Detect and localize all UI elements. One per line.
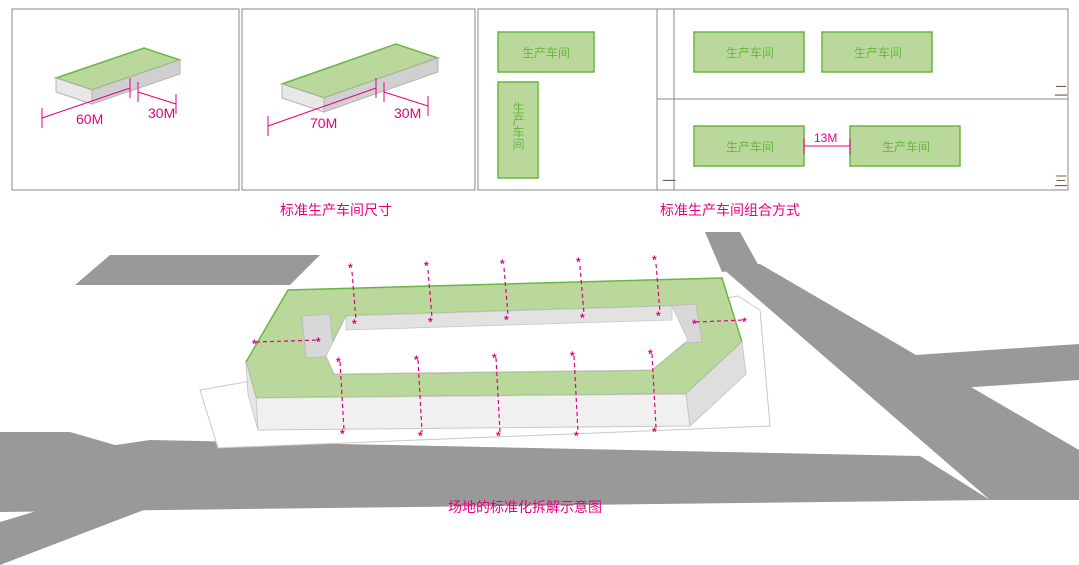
workshop-label-4b: 生产车间 bbox=[854, 45, 902, 60]
panel4-marker-bot: 三 bbox=[1054, 173, 1068, 189]
dim-60m: 60M bbox=[76, 111, 103, 127]
panel4-marker-top: 二 bbox=[1054, 83, 1068, 99]
svg-text:*: * bbox=[504, 313, 509, 327]
svg-text:*: * bbox=[336, 355, 341, 369]
svg-text:*: * bbox=[340, 427, 345, 441]
caption-combinations: 标准生产车间组合方式 bbox=[660, 202, 800, 218]
panel-4: 生产车间 生产车间 二 生产车间 生产车间 13M 三 bbox=[657, 9, 1068, 190]
workshop-label-4c: 生产车间 bbox=[726, 139, 774, 154]
workshop-label-3b: 生产车间 bbox=[511, 102, 525, 150]
svg-text:*: * bbox=[348, 261, 353, 275]
svg-text:*: * bbox=[352, 317, 357, 331]
dim-70m: 70M bbox=[310, 115, 337, 131]
svg-text:*: * bbox=[692, 317, 697, 331]
workshop-label-4d: 生产车间 bbox=[882, 139, 930, 154]
svg-text:*: * bbox=[652, 253, 657, 267]
panel3-marker: 一 bbox=[662, 173, 676, 189]
panel-3: 生产车间 生产车间 一 bbox=[478, 9, 676, 190]
svg-text:*: * bbox=[252, 337, 257, 351]
workshop-label-4a: 生产车间 bbox=[726, 45, 774, 60]
svg-text:*: * bbox=[500, 257, 505, 271]
svg-text:*: * bbox=[428, 315, 433, 329]
caption-siteplan: 场地的标准化拆解示意图 bbox=[448, 499, 602, 515]
svg-text:*: * bbox=[648, 347, 653, 361]
dim-30m-a: 30M bbox=[148, 105, 175, 121]
panel-1: 60M 30M bbox=[12, 9, 239, 190]
site-plan: * * * * * * * * * * * * * * * * * * * * * * * * bbox=[0, 232, 1079, 565]
dim-30m-b: 30M bbox=[394, 105, 421, 121]
svg-text:*: * bbox=[424, 259, 429, 273]
svg-text:*: * bbox=[652, 425, 657, 439]
svg-text:*: * bbox=[576, 255, 581, 269]
diagram-root: 60M 30M 70M 30M 标准生产车间尺寸 生产车间 生产车间 一 bbox=[0, 0, 1079, 565]
gap-13m: 13M bbox=[814, 131, 837, 145]
workshop-label-3a: 生产车间 bbox=[522, 45, 570, 60]
caption-dimensions: 标准生产车间尺寸 bbox=[280, 202, 392, 218]
svg-text:*: * bbox=[496, 429, 501, 443]
svg-text:*: * bbox=[574, 429, 579, 443]
svg-text:*: * bbox=[492, 351, 497, 365]
svg-text:*: * bbox=[316, 335, 321, 349]
svg-text:*: * bbox=[742, 315, 747, 329]
svg-text:*: * bbox=[580, 311, 585, 325]
panel-2: 70M 30M bbox=[242, 9, 475, 190]
svg-text:*: * bbox=[570, 349, 575, 363]
svg-text:*: * bbox=[656, 309, 661, 323]
svg-text:*: * bbox=[414, 353, 419, 367]
svg-text:*: * bbox=[418, 429, 423, 443]
